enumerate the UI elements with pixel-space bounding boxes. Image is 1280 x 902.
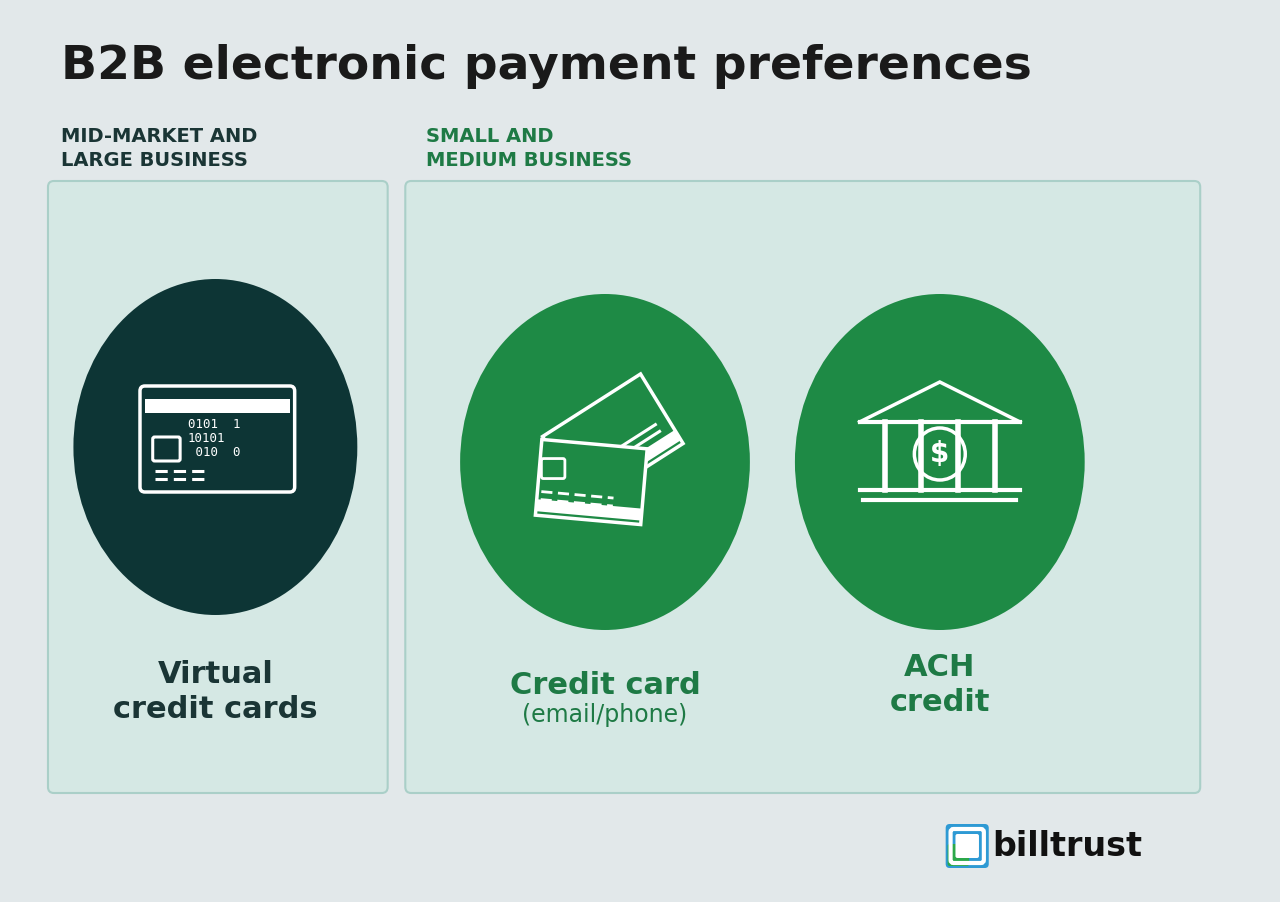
- FancyBboxPatch shape: [406, 181, 1201, 793]
- Polygon shape: [543, 374, 684, 506]
- Text: 10101: 10101: [188, 432, 225, 446]
- Text: MID-MARKET AND
LARGE BUSINESS: MID-MARKET AND LARGE BUSINESS: [60, 127, 257, 170]
- Text: Credit card: Credit card: [509, 670, 700, 699]
- Text: $: $: [931, 440, 950, 468]
- FancyBboxPatch shape: [47, 181, 388, 793]
- Polygon shape: [536, 499, 643, 520]
- Text: Virtual
credit cards: Virtual credit cards: [113, 659, 317, 724]
- FancyBboxPatch shape: [955, 834, 979, 858]
- Polygon shape: [535, 439, 648, 525]
- Text: B2B electronic payment preferences: B2B electronic payment preferences: [60, 44, 1032, 89]
- FancyBboxPatch shape: [946, 824, 988, 868]
- Text: 010  0: 010 0: [188, 446, 241, 459]
- Text: 0101  1: 0101 1: [188, 419, 241, 431]
- Text: (email/phone): (email/phone): [522, 703, 687, 727]
- FancyBboxPatch shape: [947, 844, 969, 866]
- Ellipse shape: [795, 294, 1084, 630]
- Text: billtrust: billtrust: [993, 830, 1143, 862]
- Text: ACH
credit: ACH credit: [890, 652, 989, 717]
- Ellipse shape: [460, 294, 750, 630]
- Bar: [145, 399, 289, 413]
- Text: SMALL AND
MEDIUM BUSINESS: SMALL AND MEDIUM BUSINESS: [426, 127, 632, 170]
- Ellipse shape: [73, 279, 357, 615]
- Polygon shape: [577, 430, 681, 502]
